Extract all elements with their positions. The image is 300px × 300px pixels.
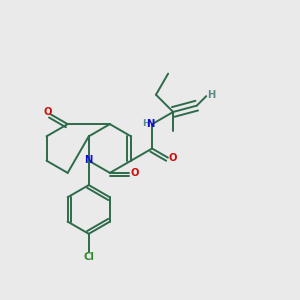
Text: N: N xyxy=(84,155,93,165)
Text: O: O xyxy=(168,153,177,163)
Text: N: N xyxy=(146,118,155,128)
Text: Cl: Cl xyxy=(83,252,94,262)
Text: H: H xyxy=(207,90,216,100)
Text: O: O xyxy=(130,168,139,178)
Text: O: O xyxy=(44,107,52,117)
Text: H: H xyxy=(142,119,149,128)
